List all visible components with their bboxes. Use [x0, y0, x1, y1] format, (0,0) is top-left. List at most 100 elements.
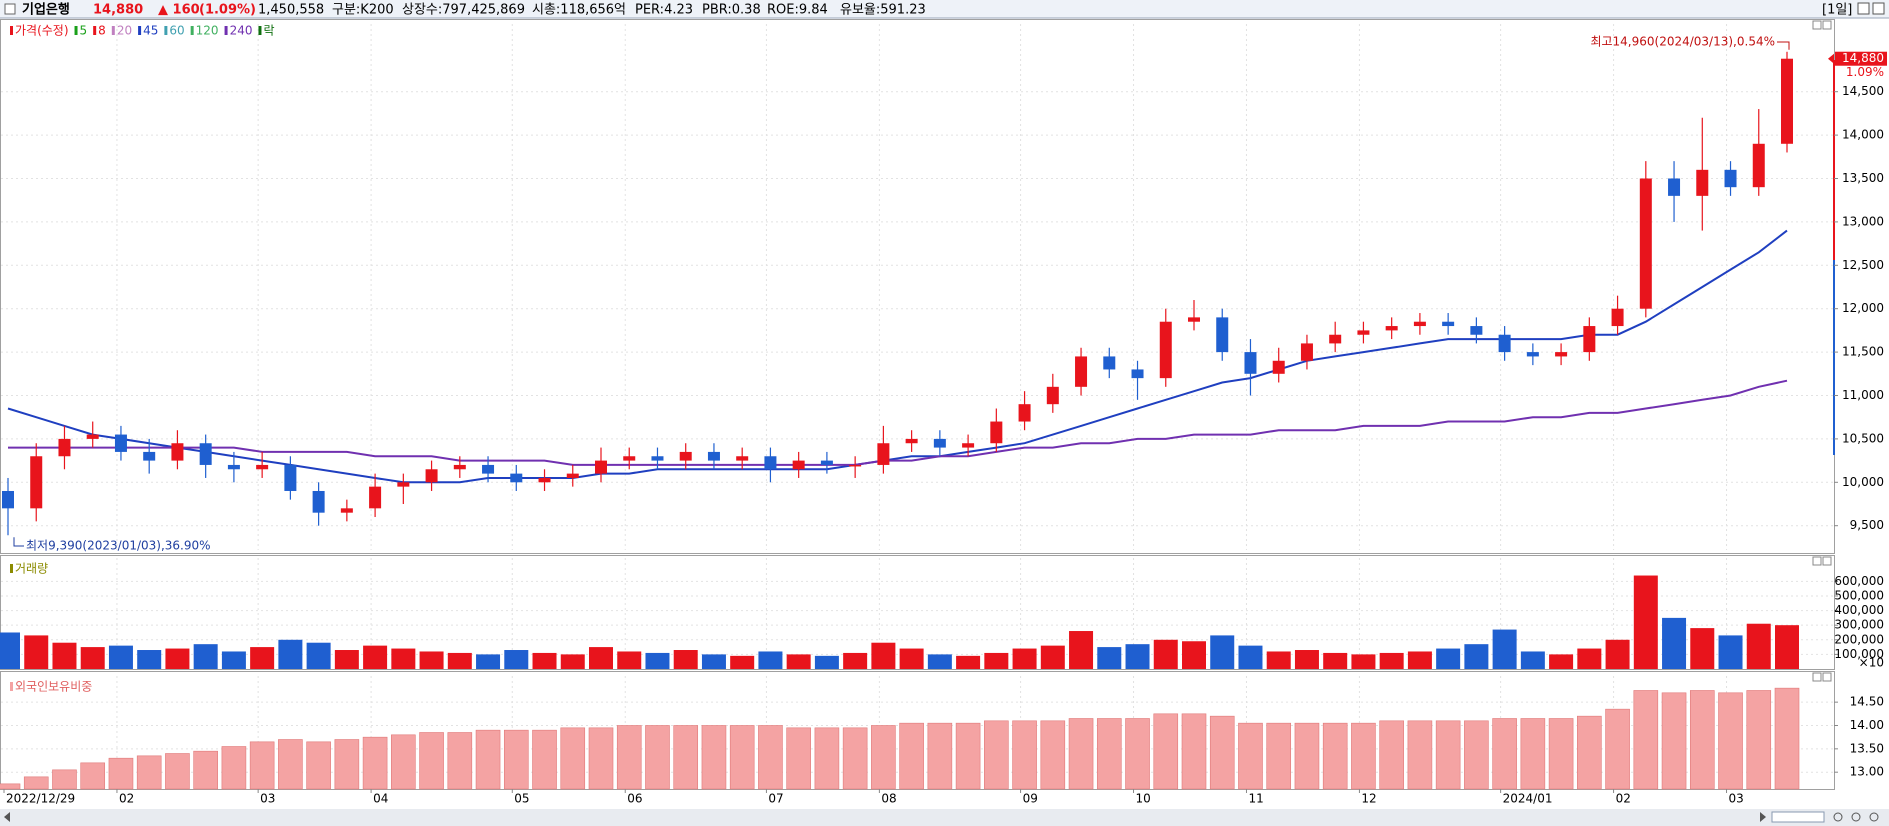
ownership-bar	[52, 769, 77, 790]
volume-bar	[1182, 641, 1206, 669]
y-tick-label: 500,000	[1834, 588, 1884, 602]
candle-body	[538, 477, 551, 483]
ownership-bar	[899, 722, 924, 790]
ownership-bar	[1266, 722, 1292, 790]
candle-body	[764, 456, 777, 470]
candle-body	[369, 486, 382, 509]
ownership-bar	[701, 725, 727, 790]
panel-button[interactable]	[1822, 672, 1832, 682]
x-tick-label: 09	[1023, 792, 1038, 806]
volume-bar	[1718, 635, 1743, 669]
scroll-left[interactable]	[4, 812, 10, 822]
pbr: PBR:0.38	[702, 3, 761, 18]
ownership-bar	[1633, 690, 1659, 790]
volume-bar	[1153, 639, 1178, 669]
candle-body	[199, 443, 212, 465]
ownership-bar	[1464, 720, 1489, 790]
volume-bar	[786, 654, 811, 669]
volume-panel	[0, 555, 1835, 670]
ownership-bar	[1294, 722, 1320, 790]
panel-button[interactable]	[1822, 20, 1832, 30]
ownership-bar	[278, 739, 303, 790]
ownership-bar	[927, 722, 953, 790]
panel-button[interactable]	[1822, 556, 1832, 566]
legend-label: 8	[98, 24, 106, 38]
candle-body	[114, 434, 127, 452]
panel-title-swatch	[10, 564, 13, 573]
zoom-in[interactable]	[1851, 812, 1861, 822]
candle-body	[397, 482, 410, 487]
y-tick-label: 100,000	[1834, 647, 1884, 661]
y-tick-label: 11,000	[1842, 388, 1884, 402]
candle-body	[1357, 330, 1370, 335]
candle-body	[990, 421, 1003, 444]
x-tick-label: 03	[1729, 792, 1744, 806]
volume-bar	[1549, 654, 1574, 669]
scroll-thumb[interactable]	[1771, 811, 1825, 823]
candle-body	[1216, 317, 1229, 353]
volume-bar	[1464, 644, 1489, 669]
y-tick-label: 14.50	[1850, 695, 1884, 709]
candle-body	[905, 438, 918, 444]
volume-bar	[363, 645, 388, 669]
candle-body	[595, 460, 607, 474]
ownership-bar	[362, 736, 388, 790]
ownership-bar	[758, 725, 783, 790]
period-button[interactable]: [1일]	[1822, 3, 1852, 18]
candle-body	[1696, 169, 1709, 196]
candle-body	[1300, 343, 1313, 361]
volume-bar	[250, 647, 275, 669]
volume-bar	[1323, 652, 1348, 669]
candle-body	[1075, 356, 1088, 387]
panel-button[interactable]	[1812, 556, 1822, 566]
zoom-reset[interactable]	[1869, 812, 1879, 822]
x-tick-label: 11	[1248, 792, 1263, 806]
volume-bar	[1436, 648, 1461, 669]
volume-bar	[1266, 651, 1291, 669]
ownership-bar	[1661, 692, 1687, 790]
volume-bar	[24, 635, 49, 669]
candle-body	[30, 456, 43, 509]
legend-label: 락	[263, 24, 274, 38]
ownership-bar	[1209, 715, 1235, 790]
stock-name: 기업은행	[22, 2, 70, 18]
window-button[interactable]	[1857, 2, 1870, 15]
ownership-bar	[1012, 720, 1037, 790]
ownership-bar	[955, 722, 981, 790]
volume-bar	[730, 655, 755, 669]
ownership-bar	[842, 727, 868, 790]
volume-bar	[334, 650, 359, 669]
candle-body	[1046, 386, 1059, 405]
volume-bar	[1012, 648, 1037, 669]
volume-bar	[1633, 575, 1658, 669]
scrollbar[interactable]	[0, 809, 1889, 826]
candle-body	[1103, 356, 1116, 370]
y-tick-label: 12,000	[1842, 301, 1884, 315]
y-tick-label: 11,500	[1842, 345, 1884, 359]
low-annotation: 최저9,390(2023/01/03),36.90%	[26, 539, 211, 553]
scroll-right[interactable]	[1760, 812, 1766, 822]
ownership-bar	[1605, 708, 1630, 790]
zoom-out[interactable]	[1833, 812, 1843, 822]
x-tick-label: 07	[768, 792, 783, 806]
candle-body	[1781, 58, 1793, 144]
ownership-bar	[984, 720, 1009, 790]
volume-bar	[1379, 652, 1404, 669]
y-tick-label: 400,000	[1834, 603, 1884, 617]
volume-bar	[1775, 625, 1799, 669]
header-icon[interactable]	[4, 3, 16, 15]
y-tick-label: 200,000	[1834, 632, 1884, 646]
y-tick-label: 13,000	[1842, 214, 1884, 228]
panel-button[interactable]	[1812, 20, 1822, 30]
candle-body	[256, 464, 269, 470]
ownership-bar	[475, 729, 501, 790]
close-button[interactable]	[1872, 2, 1885, 15]
volume-bar	[1097, 647, 1122, 669]
ownership-bar	[108, 757, 134, 790]
panel-title: 외국인보유비중	[15, 680, 92, 694]
roe: ROE:9.84	[767, 3, 828, 18]
panel-button[interactable]	[1812, 672, 1822, 682]
y-tick-label: 300,000	[1834, 618, 1884, 632]
ownership-bar	[1548, 718, 1574, 790]
